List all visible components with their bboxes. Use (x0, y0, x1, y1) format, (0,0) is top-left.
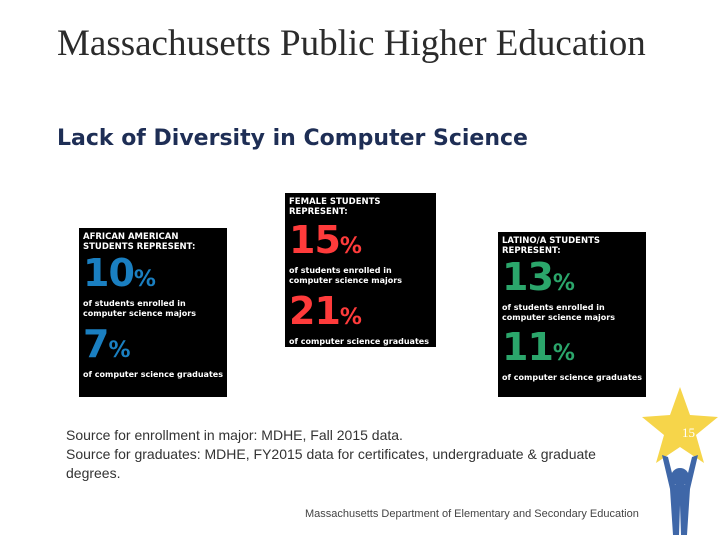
stat-graduates-desc: of computer science graduates (502, 373, 642, 382)
figure-head (671, 468, 689, 486)
stat-graduates-desc: of computer science graduates (289, 337, 429, 346)
card-african-american: AFRICAN AMERICAN STUDENTS REPRESENT: 10%… (79, 228, 227, 397)
stat-graduates: 21% (289, 292, 432, 337)
card-latino: LATINO/A STUDENTS REPRESENT: 13% of stud… (498, 232, 646, 397)
stat-value: 15 (289, 218, 341, 262)
figure-body (662, 455, 698, 535)
source-notes: Source for enrollment in major: MDHE, Fa… (66, 426, 626, 483)
percent-sign: % (339, 234, 362, 259)
stat-graduates-desc: of computer science graduates (83, 370, 223, 379)
card-female: FEMALE STUDENTS REPRESENT: 15% of studen… (285, 193, 436, 347)
percent-sign: % (552, 271, 575, 296)
star-shape (642, 387, 718, 463)
slide-title: Massachusetts Public Higher Education (57, 23, 646, 64)
stat-value: 21 (289, 289, 341, 333)
stat-value: 13 (502, 255, 554, 299)
stat-enrollment-desc: of students enrolled in computer science… (289, 266, 402, 285)
percent-sign: % (339, 305, 362, 330)
page-number: 15 (682, 425, 695, 440)
stat-value: 10 (83, 251, 135, 295)
stat-graduates: 11% (502, 328, 642, 373)
percent-sign: % (108, 338, 130, 363)
card-caption: FEMALE STUDENTS REPRESENT: (289, 197, 381, 217)
stat-enrollment: 13% (502, 258, 642, 303)
stat-value: 7 (83, 322, 109, 366)
stat-graduates: 7% (83, 325, 223, 370)
stat-value: 11 (502, 325, 554, 369)
stat-enrollment: 10% (83, 254, 223, 299)
source-enrollment: Source for enrollment in major: MDHE, Fa… (66, 427, 403, 443)
card-caption: AFRICAN AMERICAN STUDENTS REPRESENT: (83, 232, 196, 252)
stat-enrollment: 15% (289, 221, 432, 266)
card-caption: LATINO/A STUDENTS REPRESENT: (502, 236, 600, 256)
footer-text: Massachusetts Department of Elementary a… (305, 508, 639, 520)
star-person-icon (642, 387, 718, 535)
percent-sign: % (133, 267, 156, 292)
slide-subtitle: Lack of Diversity in Computer Science (57, 126, 528, 151)
stat-enrollment-desc: of students enrolled in computer science… (502, 303, 615, 322)
percent-sign: % (552, 341, 575, 366)
source-graduates: Source for graduates: MDHE, FY2015 data … (66, 446, 596, 481)
stat-enrollment-desc: of students enrolled in computer science… (83, 299, 196, 318)
